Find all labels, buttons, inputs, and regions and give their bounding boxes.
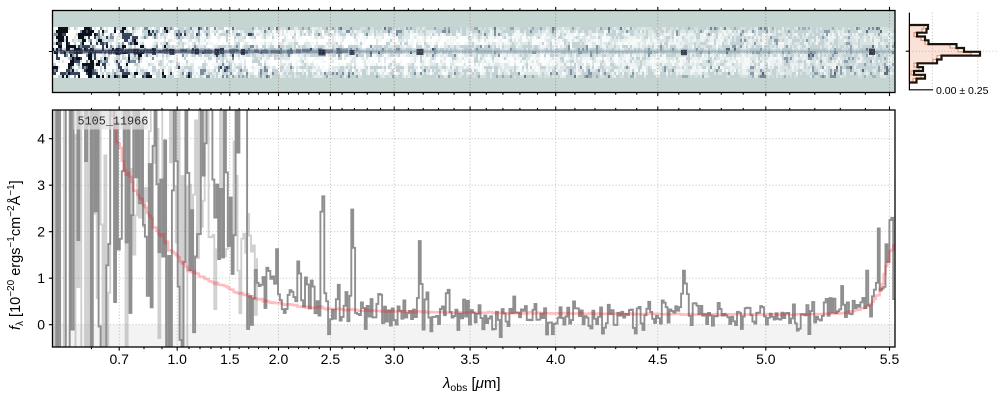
svg-text:2.5: 2.5 <box>321 351 341 367</box>
svg-text:5.0: 5.0 <box>756 351 776 367</box>
svg-text:0.7: 0.7 <box>109 351 129 367</box>
svg-text:3: 3 <box>37 177 45 193</box>
svg-text:fλ [10−20 ergs−1cm−2Å−1]: fλ [10−20 ergs−1cm−2Å−1] <box>6 180 26 330</box>
svg-text:0.00 ± 0.25: 0.00 ± 0.25 <box>936 85 989 97</box>
svg-text:0: 0 <box>37 317 45 333</box>
svg-text:1.0: 1.0 <box>167 351 187 367</box>
svg-text:2.0: 2.0 <box>269 351 289 367</box>
svg-text:1: 1 <box>37 270 45 286</box>
svg-text:λobs [μm]: λobs [μm] <box>442 375 501 394</box>
svg-text:2: 2 <box>37 224 45 240</box>
svg-text:1.5: 1.5 <box>220 351 240 367</box>
svg-text:4.0: 4.0 <box>546 351 566 367</box>
svg-text:3.0: 3.0 <box>384 351 404 367</box>
svg-text:4.5: 4.5 <box>648 351 668 367</box>
svg-text:3.5: 3.5 <box>460 351 480 367</box>
svg-text:5.5: 5.5 <box>880 351 900 367</box>
svg-text:5105_11966: 5105_11966 <box>78 115 149 129</box>
svg-text:4: 4 <box>37 131 45 147</box>
